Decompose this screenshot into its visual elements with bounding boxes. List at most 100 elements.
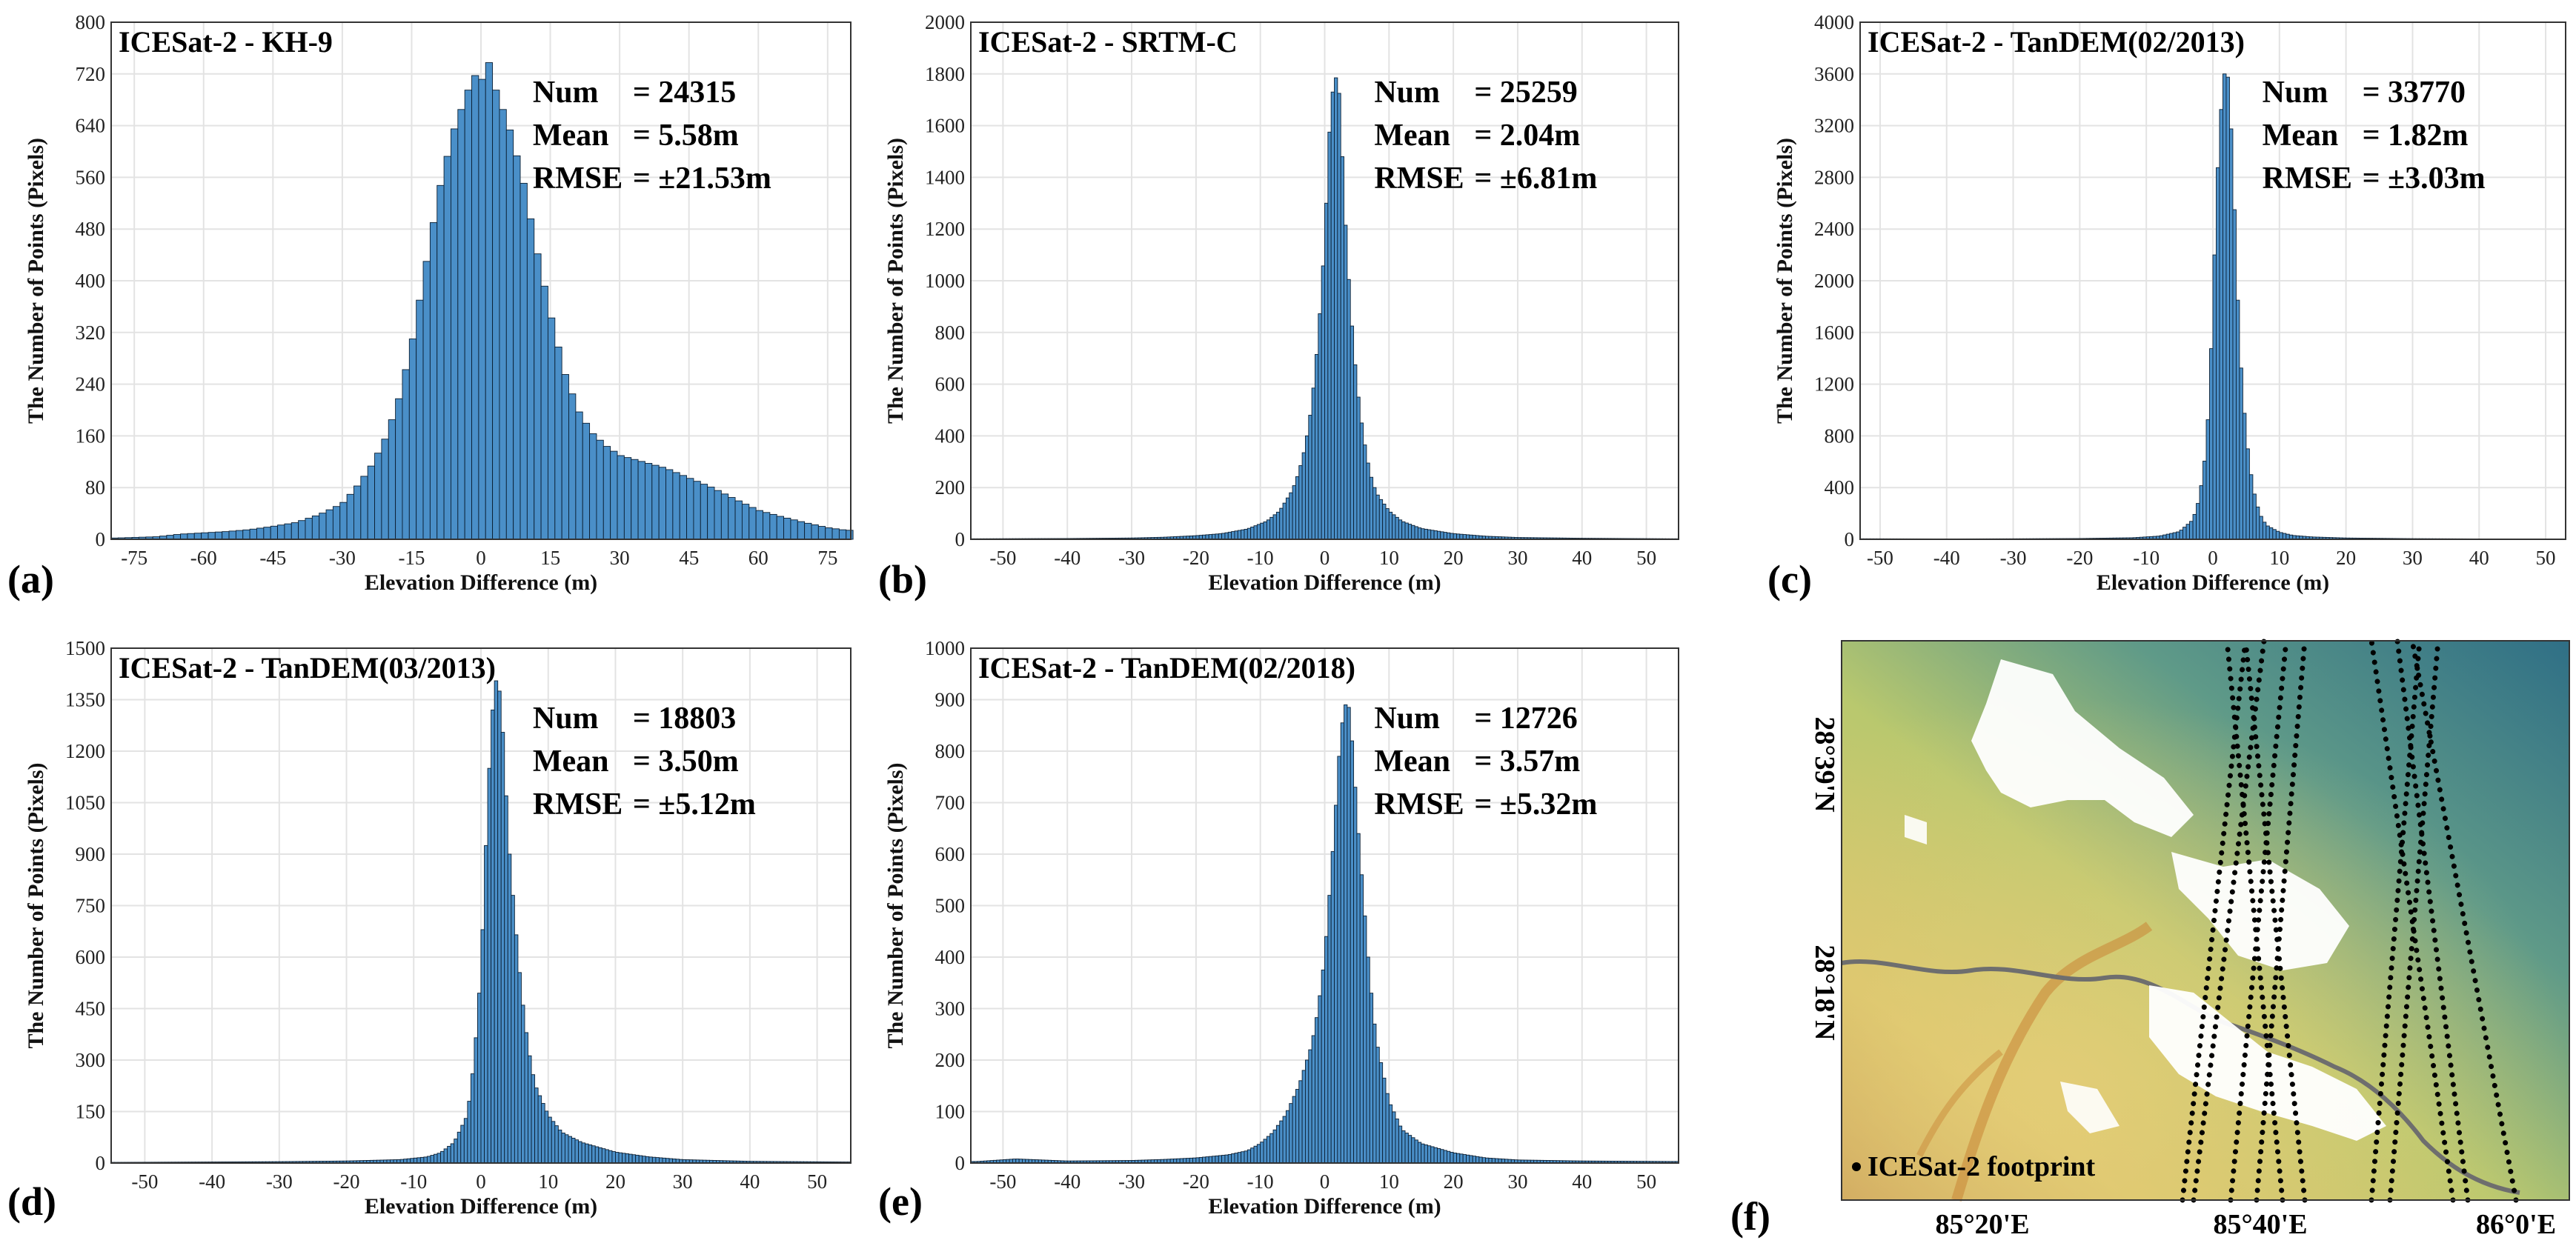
histogram-bar (1315, 1017, 1319, 1164)
histogram-bar (1404, 522, 1409, 540)
histogram-bar (581, 1142, 586, 1164)
histogram-bar (1212, 533, 1216, 540)
histogram-bar (1221, 1155, 1226, 1164)
histogram-bar (585, 1143, 589, 1164)
histogram-bar (1246, 1149, 1252, 1164)
histogram-bar (1208, 1156, 1213, 1164)
chart-title: ICESat-2 - TanDEM(02/2013) (1868, 25, 2245, 59)
panel-label: (b) (878, 557, 927, 602)
histogram-bar (494, 680, 499, 1164)
y-tick-label: 0 (96, 528, 106, 550)
histogram-bar (1385, 1093, 1390, 1164)
x-tick-label: 20 (1444, 1170, 1464, 1193)
stat-value: = 24315 (633, 76, 736, 110)
x-tick-label: 10 (2269, 547, 2289, 569)
histogram-panel-a: 0 80 160 240 320 400 480 560 640 720 800 -75 -60 -45 -… (7, 11, 854, 602)
histogram-bar (1414, 1139, 1418, 1164)
histogram-bar (408, 339, 417, 540)
histogram-bar (790, 519, 798, 540)
footprint-legend-marker (1852, 1162, 1861, 1171)
x-tick-label: -20 (2066, 547, 2093, 569)
histogram-bar (1272, 1129, 1277, 1164)
histogram-bar (1385, 508, 1390, 540)
histogram-bar (1417, 1142, 1422, 1164)
histogram-bar (430, 1155, 434, 1164)
stat-label: Num (533, 76, 599, 110)
x-tick-label: 10 (1379, 547, 1399, 569)
histogram-bar (534, 253, 542, 540)
histogram-bar (635, 1154, 640, 1164)
histogram-bar (1324, 936, 1329, 1164)
stat-label: RMSE (533, 161, 623, 196)
histogram-bar (1305, 1059, 1309, 1164)
y-tick-label: 2400 (1814, 218, 1854, 240)
x-tick-label: -10 (2133, 547, 2160, 569)
histogram-bar (1234, 530, 1238, 540)
x-tick-label: -10 (1247, 1170, 1274, 1193)
histogram-bar (471, 75, 479, 540)
histogram-bar (2189, 521, 2194, 540)
x-tick-label: 30 (2403, 547, 2423, 569)
histogram-bar (1260, 1142, 1264, 1164)
y-tick-label: 300 (76, 1049, 106, 1071)
histogram-bar (388, 419, 396, 540)
histogram-bar (1202, 1156, 1206, 1164)
y-tick-label: 600 (935, 843, 966, 865)
histogram-bar (720, 493, 729, 540)
x-tick-label: -75 (121, 547, 147, 569)
x-tick-label: -45 (259, 547, 286, 569)
histogram-bar (1192, 1157, 1197, 1164)
y-tick-label: 400 (935, 946, 966, 968)
x-tick-label: -20 (1183, 547, 1209, 569)
histogram-bar (2285, 533, 2290, 540)
x-tick-label: 30 (1507, 547, 1527, 569)
stat-value: = ±5.12m (633, 787, 756, 822)
histogram-bar (1285, 1110, 1290, 1164)
y-tick-label: 700 (935, 792, 966, 814)
histogram-bar (594, 1146, 600, 1164)
histogram-bar (1334, 77, 1338, 540)
histogram-bar (2172, 532, 2177, 540)
histogram-bar (2185, 524, 2191, 540)
histogram-bar (305, 518, 313, 540)
histogram-bar (457, 1131, 462, 1164)
histogram-bar (838, 529, 847, 540)
y-tick-label: 3600 (1814, 63, 1854, 85)
histogram-bar (477, 993, 482, 1164)
x-tick-label: 10 (538, 1170, 558, 1193)
histogram-bar (615, 1152, 620, 1164)
histogram-bar (520, 1005, 525, 1164)
histogram-bar (1298, 465, 1303, 540)
histogram-bar (2196, 503, 2200, 540)
histogram-bar (1430, 1146, 1435, 1164)
histogram-bar (1427, 1145, 1432, 1164)
y-tick-label: 1200 (925, 218, 965, 240)
histogram-bar (1282, 502, 1287, 540)
histogram-bar (617, 455, 625, 540)
axes-frame (110, 21, 852, 540)
y-tick-label: 3200 (1814, 115, 1854, 137)
x-tick-label: -50 (1867, 547, 1893, 569)
histogram-bar (2245, 448, 2250, 540)
x-axis-label: Elevation Difference (m) (365, 1194, 597, 1219)
histogram-bar (1350, 325, 1355, 540)
stat-label: RMSE (1374, 787, 1464, 822)
histogram-bar (564, 1134, 569, 1164)
histogram-bar (499, 109, 507, 540)
map-y-label-2: 28°18'N (1809, 945, 1840, 1040)
axes-frame (970, 647, 1679, 1164)
histogram-bar (2223, 73, 2227, 540)
histogram-bar (2265, 525, 2270, 540)
histogram-bar (1234, 1153, 1238, 1164)
histogram-bar (1301, 1070, 1306, 1164)
map-legend-label: ICESat-2 footprint (1868, 1151, 2096, 1182)
histogram-bar (2219, 109, 2223, 540)
x-tick-label: 15 (540, 547, 560, 569)
histogram-bar (463, 1118, 468, 1164)
histogram-bar (1231, 1153, 1235, 1164)
histogram-bar (611, 1151, 616, 1164)
histogram-bar (637, 461, 645, 540)
histogram-bar (436, 1153, 442, 1164)
